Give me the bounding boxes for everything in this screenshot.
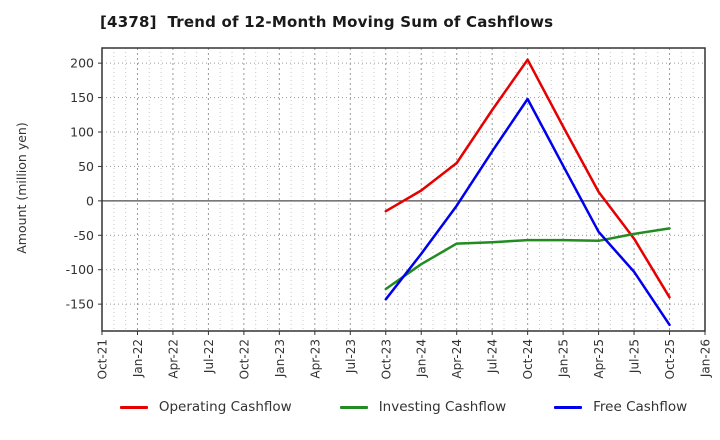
y-tick-label: -100 bbox=[66, 262, 94, 277]
legend-item-free-cashflow: Free Cashflow bbox=[554, 399, 687, 415]
legend-swatch bbox=[119, 405, 148, 409]
x-tick-label: Apr-24 bbox=[450, 339, 464, 379]
legend-swatch bbox=[554, 405, 583, 409]
legend-item-investing-cashflow: Investing Cashflow bbox=[339, 399, 507, 415]
series-line-free-cashflow bbox=[384, 97, 671, 327]
y-tick-label: -50 bbox=[74, 228, 94, 243]
x-tick-label: Jan-22 bbox=[131, 339, 145, 378]
y-tick-label: -150 bbox=[66, 297, 94, 312]
legend-item-operating-cashflow: Operating Cashflow bbox=[119, 399, 292, 415]
y-tick-label: 150 bbox=[70, 90, 94, 105]
y-tick-label: 100 bbox=[70, 125, 94, 140]
x-tick-label: Jan-23 bbox=[273, 339, 287, 378]
x-tick-label: Apr-25 bbox=[592, 339, 606, 379]
x-tick-label: Oct-21 bbox=[96, 339, 110, 379]
x-tick-label: Jul-23 bbox=[344, 339, 358, 374]
x-tick-label: Jul-25 bbox=[628, 339, 642, 374]
x-tick-label: Oct-22 bbox=[237, 339, 251, 379]
y-tick-label: 0 bbox=[86, 193, 94, 208]
plot-frame bbox=[101, 47, 706, 332]
x-tick-label: Jul-22 bbox=[202, 339, 216, 374]
plot-area: 200 150 100 50 0 -50 -100 -150 Oct-21 Jan-22 Apr-2… bbox=[66, 47, 713, 379]
x-tick-label: Jul-24 bbox=[486, 339, 500, 374]
series-line-investing-cashflow bbox=[384, 227, 671, 291]
x-tick-label: Jan-24 bbox=[415, 339, 429, 378]
x-tick-label: Oct-25 bbox=[663, 339, 677, 379]
x-tick-label: Oct-23 bbox=[379, 339, 393, 379]
legend-label: Investing Cashflow bbox=[378, 399, 507, 415]
y-tick-label: 50 bbox=[78, 159, 94, 174]
x-tick-label: Jan-25 bbox=[557, 339, 571, 378]
x-tick-label: Apr-22 bbox=[166, 339, 180, 379]
x-tick-label: Apr-23 bbox=[308, 339, 322, 379]
x-tick-label: Jan-26 bbox=[699, 339, 713, 378]
series-line-operating-cashflow bbox=[384, 58, 671, 299]
y-tick-label: 200 bbox=[70, 56, 94, 71]
legend-label: Free Cashflow bbox=[593, 399, 688, 415]
chart-title: [4378] Trend of 12-Month Moving Sum of C… bbox=[100, 13, 554, 31]
x-tick-label: Oct-24 bbox=[521, 339, 535, 379]
legend-label: Operating Cashflow bbox=[158, 399, 292, 415]
legend-swatch bbox=[339, 405, 368, 409]
legend: Operating Cashflow Investing Cashflow Free… bbox=[102, 399, 705, 415]
